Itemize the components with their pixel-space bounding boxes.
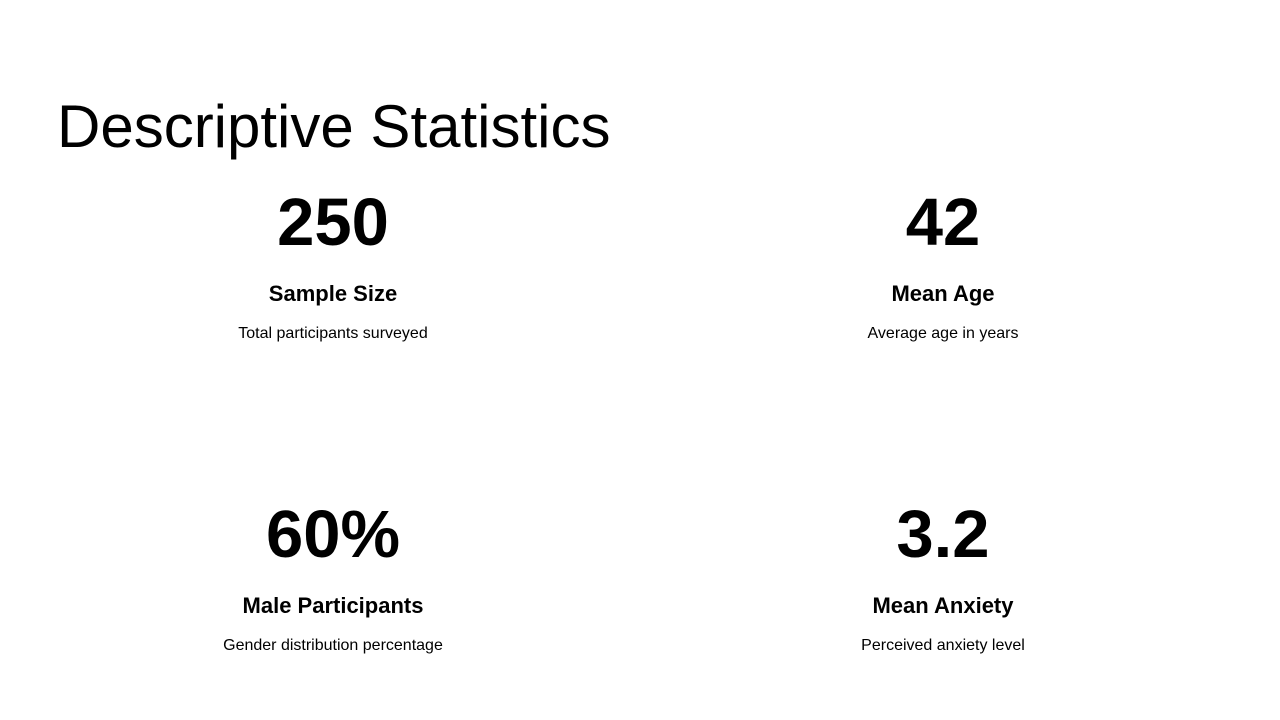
stat-label: Mean Age bbox=[891, 281, 995, 306]
stat-label: Sample Size bbox=[268, 281, 398, 306]
stat-description: Total participants surveyed bbox=[238, 325, 428, 343]
stat-value: 42 bbox=[905, 185, 981, 260]
stat-card-male-participants: 60% Male Participants Gender distributio… bbox=[28, 501, 638, 656]
stat-value: 3.2 bbox=[896, 497, 990, 572]
stat-description: Perceived anxiety level bbox=[861, 637, 1025, 655]
stat-label: Mean Anxiety bbox=[872, 593, 1014, 618]
page-title: Descriptive Statistics bbox=[57, 93, 611, 161]
stat-value: 60% bbox=[265, 497, 401, 572]
stat-label: Male Participants bbox=[242, 593, 424, 618]
stat-card-sample-size: 250 Sample Size Total participants surve… bbox=[28, 189, 638, 344]
stat-card-mean-anxiety: 3.2 Mean Anxiety Perceived anxiety level bbox=[638, 501, 1248, 656]
stat-value: 250 bbox=[277, 185, 389, 260]
stat-description: Average age in years bbox=[867, 325, 1019, 343]
stat-description: Gender distribution percentage bbox=[223, 637, 443, 655]
stat-card-mean-age: 42 Mean Age Average age in years bbox=[638, 189, 1248, 344]
